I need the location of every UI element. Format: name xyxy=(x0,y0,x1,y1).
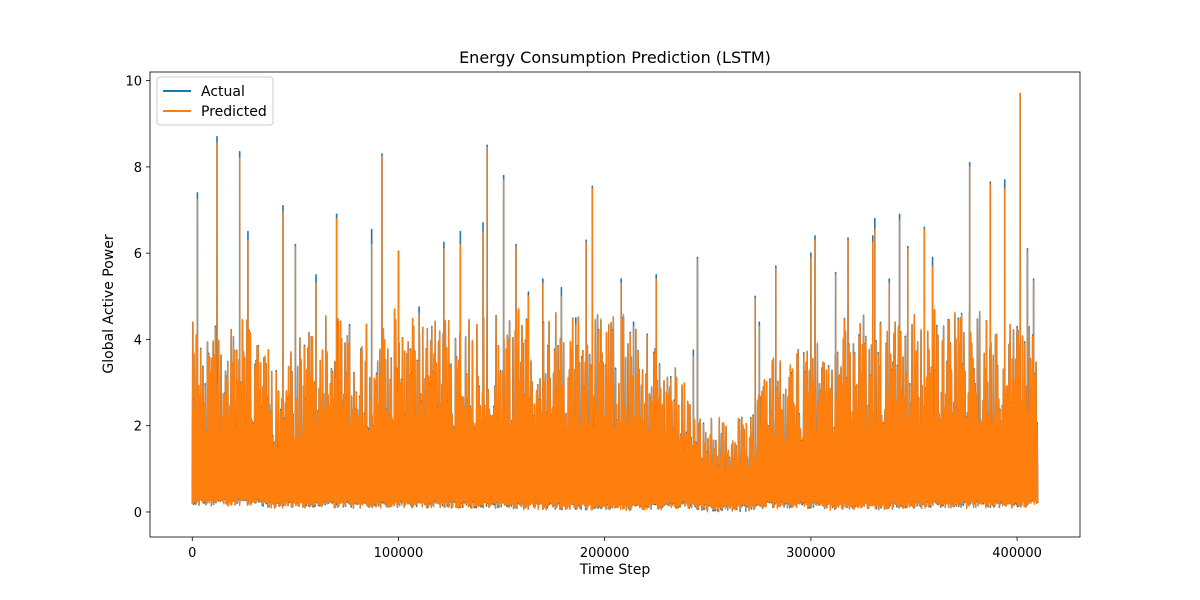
legend-box xyxy=(156,76,274,126)
x-tick-label: 200000 xyxy=(580,546,630,561)
series-line-predicted xyxy=(191,92,1039,513)
x-tick-label: 0 xyxy=(188,546,196,561)
y-tick-label: 6 xyxy=(134,247,142,262)
x-tick-label: 300000 xyxy=(786,546,836,561)
plot-lines xyxy=(191,92,1039,513)
y-axis-label: Global Active Power xyxy=(101,234,117,373)
x-axis-label: Time Step xyxy=(579,562,651,578)
legend: Actual Predicted xyxy=(156,76,274,126)
legend-label-predicted: Predicted xyxy=(201,104,267,120)
y-axis: 0 2 4 6 8 10 xyxy=(125,75,150,521)
y-tick-label: 10 xyxy=(125,75,142,90)
legend-label-actual: Actual xyxy=(201,84,245,100)
y-tick-label: 8 xyxy=(134,161,142,176)
chart-title: Energy Consumption Prediction (LSTM) xyxy=(459,48,771,67)
y-tick-label: 0 xyxy=(134,506,142,521)
x-tick-label: 400000 xyxy=(992,546,1042,561)
axes-frame xyxy=(149,71,1081,538)
x-tick-label: 100000 xyxy=(374,546,424,561)
y-tick-label: 2 xyxy=(134,420,142,435)
y-tick-label: 4 xyxy=(134,333,142,348)
x-axis: 0 100000 200000 300000 400000 xyxy=(188,537,1042,561)
